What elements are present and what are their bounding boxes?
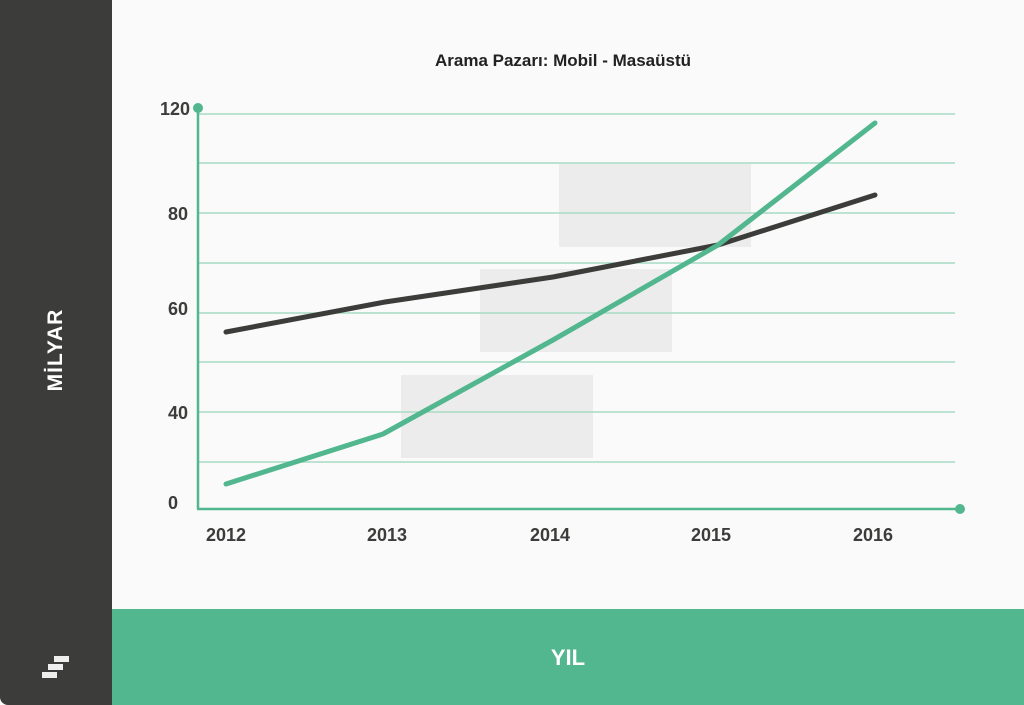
x-axis-label: YIL <box>550 645 586 670</box>
x-tick: 2014 <box>530 525 570 545</box>
y-tick: 80 <box>168 204 188 224</box>
y-tick: 0 <box>168 493 178 513</box>
x-tick: 2015 <box>691 525 731 545</box>
x-axis-panel: YIL <box>112 609 1024 705</box>
series-line-desktop <box>223 192 878 335</box>
y-axis-end-dot <box>193 103 203 113</box>
line-chart: 120 80 60 40 0 2012 2013 2014 2015 2016 <box>160 99 965 545</box>
y-tick: 60 <box>168 299 188 319</box>
x-axis-end-dot <box>955 504 965 514</box>
x-tick: 2012 <box>206 525 246 545</box>
chart-title: Arama Pazarı: Mobil - Masaüstü <box>434 51 691 70</box>
y-tick: 40 <box>168 403 188 423</box>
highlight-box <box>401 375 593 458</box>
series-line-mobile <box>223 120 878 487</box>
x-tick: 2016 <box>853 525 893 545</box>
y-axis-panel: MİLYAR <box>0 0 112 705</box>
x-tick: 2013 <box>367 525 407 545</box>
logo-icon <box>42 656 72 680</box>
y-tick: 120 <box>160 99 190 119</box>
highlight-box <box>559 164 751 247</box>
